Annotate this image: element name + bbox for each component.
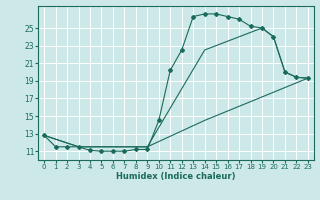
X-axis label: Humidex (Indice chaleur): Humidex (Indice chaleur) bbox=[116, 172, 236, 181]
